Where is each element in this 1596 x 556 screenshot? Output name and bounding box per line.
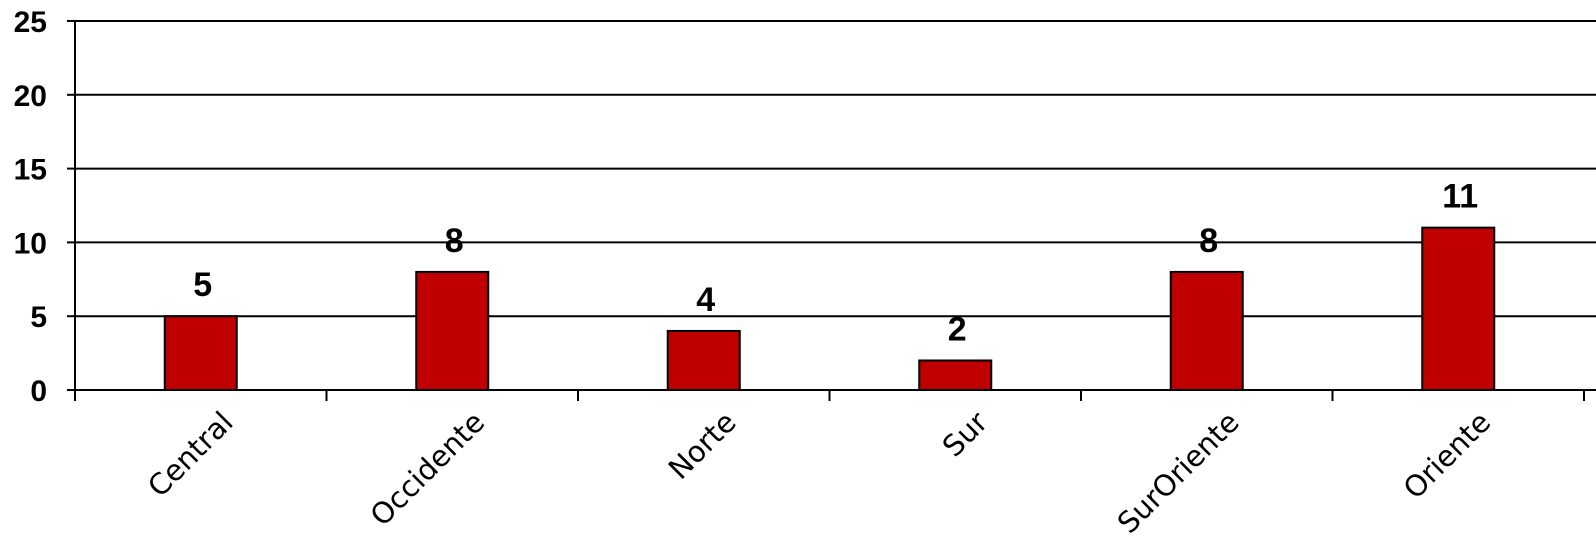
x-tick-label: Oriente bbox=[1397, 405, 1498, 506]
y-tick-label: 20 bbox=[14, 80, 47, 113]
y-tick-label: 0 bbox=[30, 375, 47, 408]
data-label: 2 bbox=[948, 310, 967, 348]
x-tick-label: Norte bbox=[662, 405, 743, 486]
x-axis-tick-labels: Central Occidente Norte Sur SurOriente Orient… bbox=[141, 405, 1497, 540]
data-labels: 5 8 4 2 8 11 bbox=[193, 178, 1478, 349]
data-label: 8 bbox=[1199, 222, 1218, 260]
x-tick-label: SurOriente bbox=[1111, 405, 1246, 540]
data-label: 4 bbox=[696, 281, 715, 319]
data-label: 11 bbox=[1442, 178, 1478, 216]
gridlines bbox=[75, 20, 1596, 318]
data-label: 8 bbox=[445, 222, 464, 260]
axes bbox=[67, 20, 1596, 401]
bar-central bbox=[163, 315, 238, 392]
bar-occidente bbox=[415, 270, 490, 392]
y-axis-tick-labels: 0 5 10 15 20 25 bbox=[14, 6, 47, 408]
bars bbox=[163, 226, 1496, 392]
bar-sur bbox=[918, 359, 993, 392]
bar-oriente bbox=[1421, 226, 1496, 391]
x-tick-label: Occidente bbox=[363, 405, 491, 533]
y-tick-label: 15 bbox=[14, 154, 47, 187]
y-tick-label: 10 bbox=[14, 227, 47, 260]
bar-norte bbox=[666, 329, 741, 391]
y-tick-label: 25 bbox=[14, 6, 47, 39]
bar-suroriente bbox=[1169, 270, 1244, 392]
x-tick-label: Central bbox=[141, 405, 240, 504]
y-tick-label: 5 bbox=[30, 301, 47, 334]
data-label: 5 bbox=[193, 266, 212, 304]
x-tick-label: Sur bbox=[936, 405, 995, 464]
